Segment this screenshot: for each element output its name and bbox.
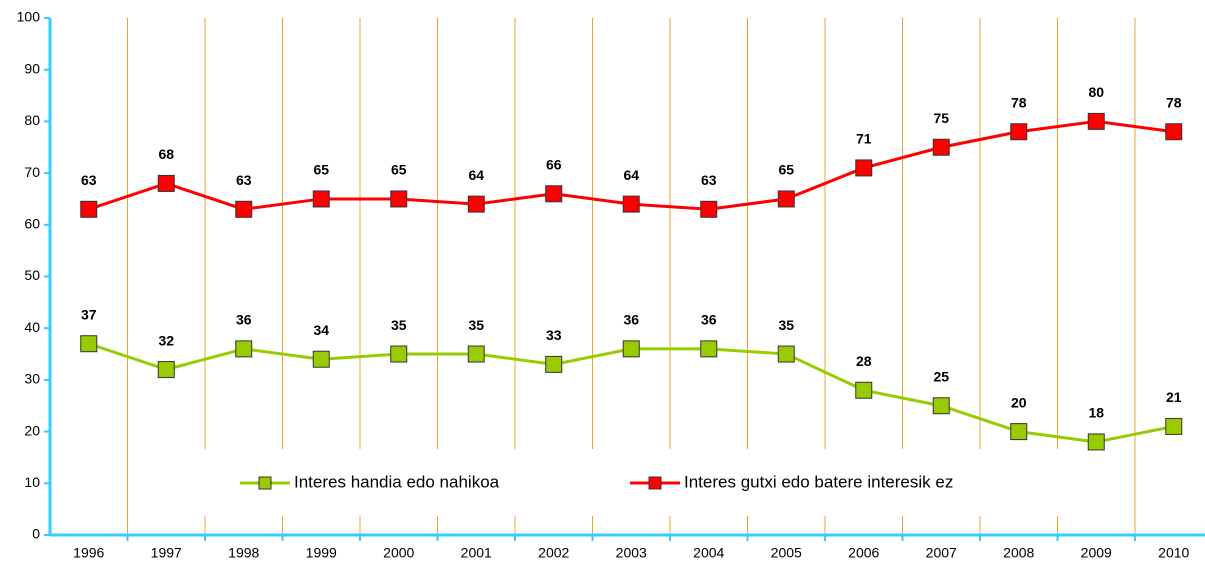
marker	[932, 138, 950, 156]
value-label: 35	[468, 317, 484, 333]
value-label: 32	[158, 332, 174, 348]
value-label: 35	[778, 317, 794, 333]
value-label: 36	[701, 312, 717, 328]
y-tick-label: 80	[24, 112, 40, 128]
x-tick-label: 2007	[926, 545, 957, 561]
marker	[390, 345, 408, 363]
value-label: 21	[1166, 389, 1182, 405]
marker	[80, 335, 98, 353]
value-label: 25	[933, 368, 949, 384]
y-tick-label: 40	[24, 319, 40, 335]
y-tick-label: 30	[24, 371, 40, 387]
y-tick-label: 20	[24, 422, 40, 438]
legend-marker	[258, 476, 272, 490]
marker	[235, 200, 253, 218]
marker	[467, 345, 485, 363]
x-tick-label: 2008	[1003, 545, 1034, 561]
y-tick-label: 100	[17, 9, 41, 25]
marker	[1165, 123, 1183, 141]
value-label: 20	[1011, 394, 1027, 410]
legend-label: Interes gutxi edo batere interesik ez	[684, 472, 953, 491]
value-label: 64	[468, 167, 484, 183]
x-tick-label: 1998	[228, 545, 259, 561]
value-label: 65	[313, 162, 329, 178]
x-tick-label: 1996	[73, 545, 104, 561]
marker	[932, 397, 950, 415]
x-tick-label: 2006	[848, 545, 879, 561]
marker	[622, 195, 640, 213]
marker	[700, 340, 718, 358]
x-tick-label: 2004	[693, 545, 724, 561]
y-tick-label: 70	[24, 164, 40, 180]
value-label: 75	[933, 110, 949, 126]
marker	[467, 195, 485, 213]
value-label: 36	[623, 312, 639, 328]
marker	[235, 340, 253, 358]
value-label: 28	[856, 353, 872, 369]
x-tick-label: 2001	[461, 545, 492, 561]
marker	[777, 345, 795, 363]
x-tick-label: 2009	[1081, 545, 1112, 561]
marker	[777, 190, 795, 208]
value-label: 65	[391, 162, 407, 178]
marker	[1165, 417, 1183, 435]
value-label: 35	[391, 317, 407, 333]
value-label: 63	[81, 172, 97, 188]
marker	[390, 190, 408, 208]
x-tick-label: 2002	[538, 545, 569, 561]
marker	[855, 381, 873, 399]
value-label: 78	[1166, 94, 1182, 110]
marker	[80, 200, 98, 218]
value-label: 63	[236, 172, 252, 188]
marker	[157, 361, 175, 379]
marker	[1010, 423, 1028, 441]
marker	[157, 174, 175, 192]
marker	[312, 350, 330, 368]
x-tick-label: 2010	[1158, 545, 1189, 561]
value-label: 71	[856, 131, 872, 147]
value-label: 68	[158, 146, 174, 162]
value-label: 64	[623, 167, 639, 183]
value-label: 66	[546, 156, 562, 172]
legend-marker	[648, 476, 662, 490]
marker	[545, 185, 563, 203]
marker	[1010, 123, 1028, 141]
marker	[1087, 112, 1105, 130]
y-tick-label: 60	[24, 216, 40, 232]
marker	[700, 200, 718, 218]
x-tick-label: 2000	[383, 545, 414, 561]
x-tick-label: 1997	[151, 545, 182, 561]
legend-label: Interes handia edo nahikoa	[294, 472, 500, 491]
marker	[312, 190, 330, 208]
marker	[622, 340, 640, 358]
value-label: 78	[1011, 94, 1027, 110]
value-label: 63	[701, 172, 717, 188]
x-tick-label: 2003	[616, 545, 647, 561]
value-label: 36	[236, 312, 252, 328]
value-label: 34	[313, 322, 329, 338]
value-label: 37	[81, 306, 97, 322]
y-tick-label: 0	[32, 526, 40, 542]
value-label: 65	[778, 162, 794, 178]
y-tick-label: 90	[24, 60, 40, 76]
value-label: 18	[1088, 405, 1104, 421]
marker	[855, 159, 873, 177]
marker	[1087, 433, 1105, 451]
y-tick-label: 50	[24, 267, 40, 283]
y-tick-label: 10	[24, 474, 40, 490]
value-label: 80	[1088, 84, 1104, 100]
marker	[545, 355, 563, 373]
value-label: 33	[546, 327, 562, 343]
x-tick-label: 2005	[771, 545, 802, 561]
x-tick-label: 1999	[306, 545, 337, 561]
